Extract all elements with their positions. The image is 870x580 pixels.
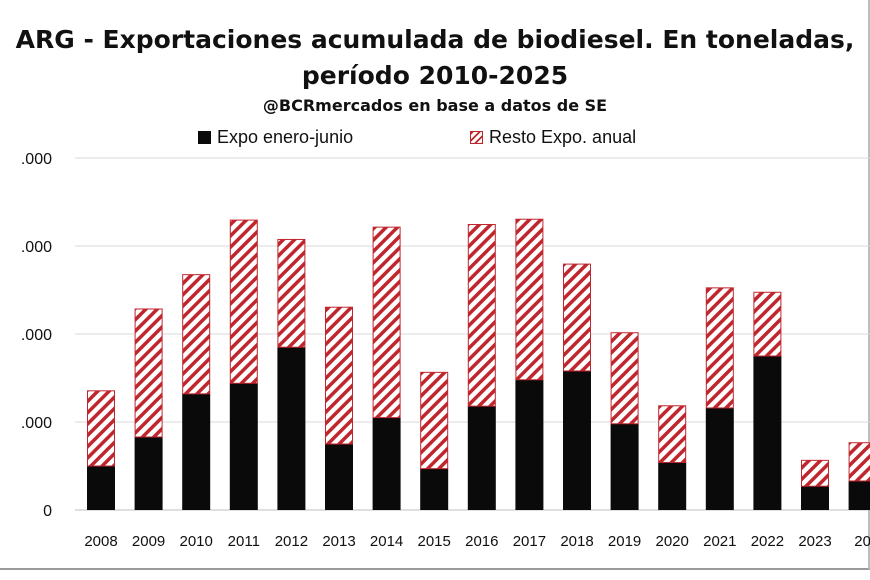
y-tick-label: .000 [21,415,52,432]
bar-resto-expo-anual-2016 [467,224,496,407]
x-tick-label: 2023 [798,533,831,550]
legend-swatch-hatch [470,131,483,144]
y-tick-label: .000 [21,151,52,168]
x-tick-label: 2008 [84,533,117,550]
bar-expo-enero-junio-2012 [277,347,306,510]
legend-swatch-black [198,131,211,144]
x-tick-label: 2012 [275,533,308,550]
bar-expo-enero-junio-2021 [705,407,734,510]
x-tick-label: 2016 [465,533,498,550]
bar-expo-enero-junio-2016 [467,406,496,510]
bar-resto-expo-anual-2012 [277,238,306,348]
bar-resto-expo-anual-2024 [848,442,870,482]
x-tick-label: 2015 [418,533,451,550]
y-tick-label: .000 [21,239,52,256]
y-tick-label: 0 [43,503,52,520]
chart-title-line-2: período 2010-2025 [301,61,569,90]
x-tick-label: 2022 [751,533,784,550]
bar-expo-enero-junio-2022 [753,356,782,510]
bar-expo-enero-junio-2023 [801,486,829,510]
x-tick-label: 2020 [656,533,689,550]
x-tick-label: 2011 [228,533,260,550]
bar-expo-enero-junio-2013 [325,444,353,510]
chart-title-line-1: ARG - Exportaciones acumulada de biodies… [15,25,855,54]
x-tick-label: 2013 [322,533,355,550]
bar-resto-expo-anual-2021 [705,287,734,409]
chart-subtitle: @BCRmercados en base a datos de SE [262,96,608,115]
bar-resto-expo-anual-2013 [325,306,353,445]
bar-resto-expo-anual-2010 [182,274,211,395]
x-tick-label: 2010 [180,533,213,550]
legend-item-resto-expo-anual: Resto Expo. anual [470,127,636,148]
bar-expo-enero-junio-2010 [182,393,211,510]
bar-resto-expo-anual-2011 [229,219,258,384]
bar-expo-enero-junio-2017 [515,379,544,510]
bar-expo-enero-junio-2019 [610,423,639,510]
bar-expo-enero-junio-2015 [420,468,449,510]
x-tick-label: 2014 [370,533,403,550]
chart-title: ARG - Exportaciones acumulada de biodies… [0,22,870,94]
y-tick-label: .000 [21,327,52,344]
bar-expo-enero-junio-2018 [563,370,591,510]
x-tick-label: 2009 [132,533,165,550]
bar-expo-enero-junio-2008 [87,466,115,510]
bar-resto-expo-anual-2023 [801,459,829,487]
bar-resto-expo-anual-2009 [134,308,163,438]
legend-item-expo-enero-junio: Expo enero-junio [198,127,353,148]
bar-expo-enero-junio-2020 [658,462,687,510]
bar-expo-enero-junio-2009 [134,436,163,510]
x-tick-label: 2021 [703,533,736,550]
bar-resto-expo-anual-2015 [420,371,449,470]
legend-label-resto-expo-anual: Resto Expo. anual [489,127,637,147]
x-tick-label: 2017 [513,533,546,550]
bar-resto-expo-anual-2017 [515,218,544,381]
bar-resto-expo-anual-2022 [753,291,782,357]
bar-resto-expo-anual-2018 [563,263,591,372]
bar-resto-expo-anual-2019 [610,332,639,425]
x-tick-label: 20 [854,533,870,550]
chart-legend: Expo enero-junio Resto Expo. anual [0,127,870,151]
legend-label-expo-enero-junio: Expo enero-junio [217,127,354,147]
x-tick-label: 2018 [560,533,593,550]
bar-resto-expo-anual-2014 [372,226,401,419]
bar-resto-expo-anual-2008 [87,390,115,467]
bar-expo-enero-junio-2014 [372,417,401,510]
bar-expo-enero-junio-2011 [229,383,258,510]
bar-expo-enero-junio-2024 [848,480,870,510]
x-tick-label: 2019 [608,533,641,550]
bar-resto-expo-anual-2020 [658,405,687,463]
